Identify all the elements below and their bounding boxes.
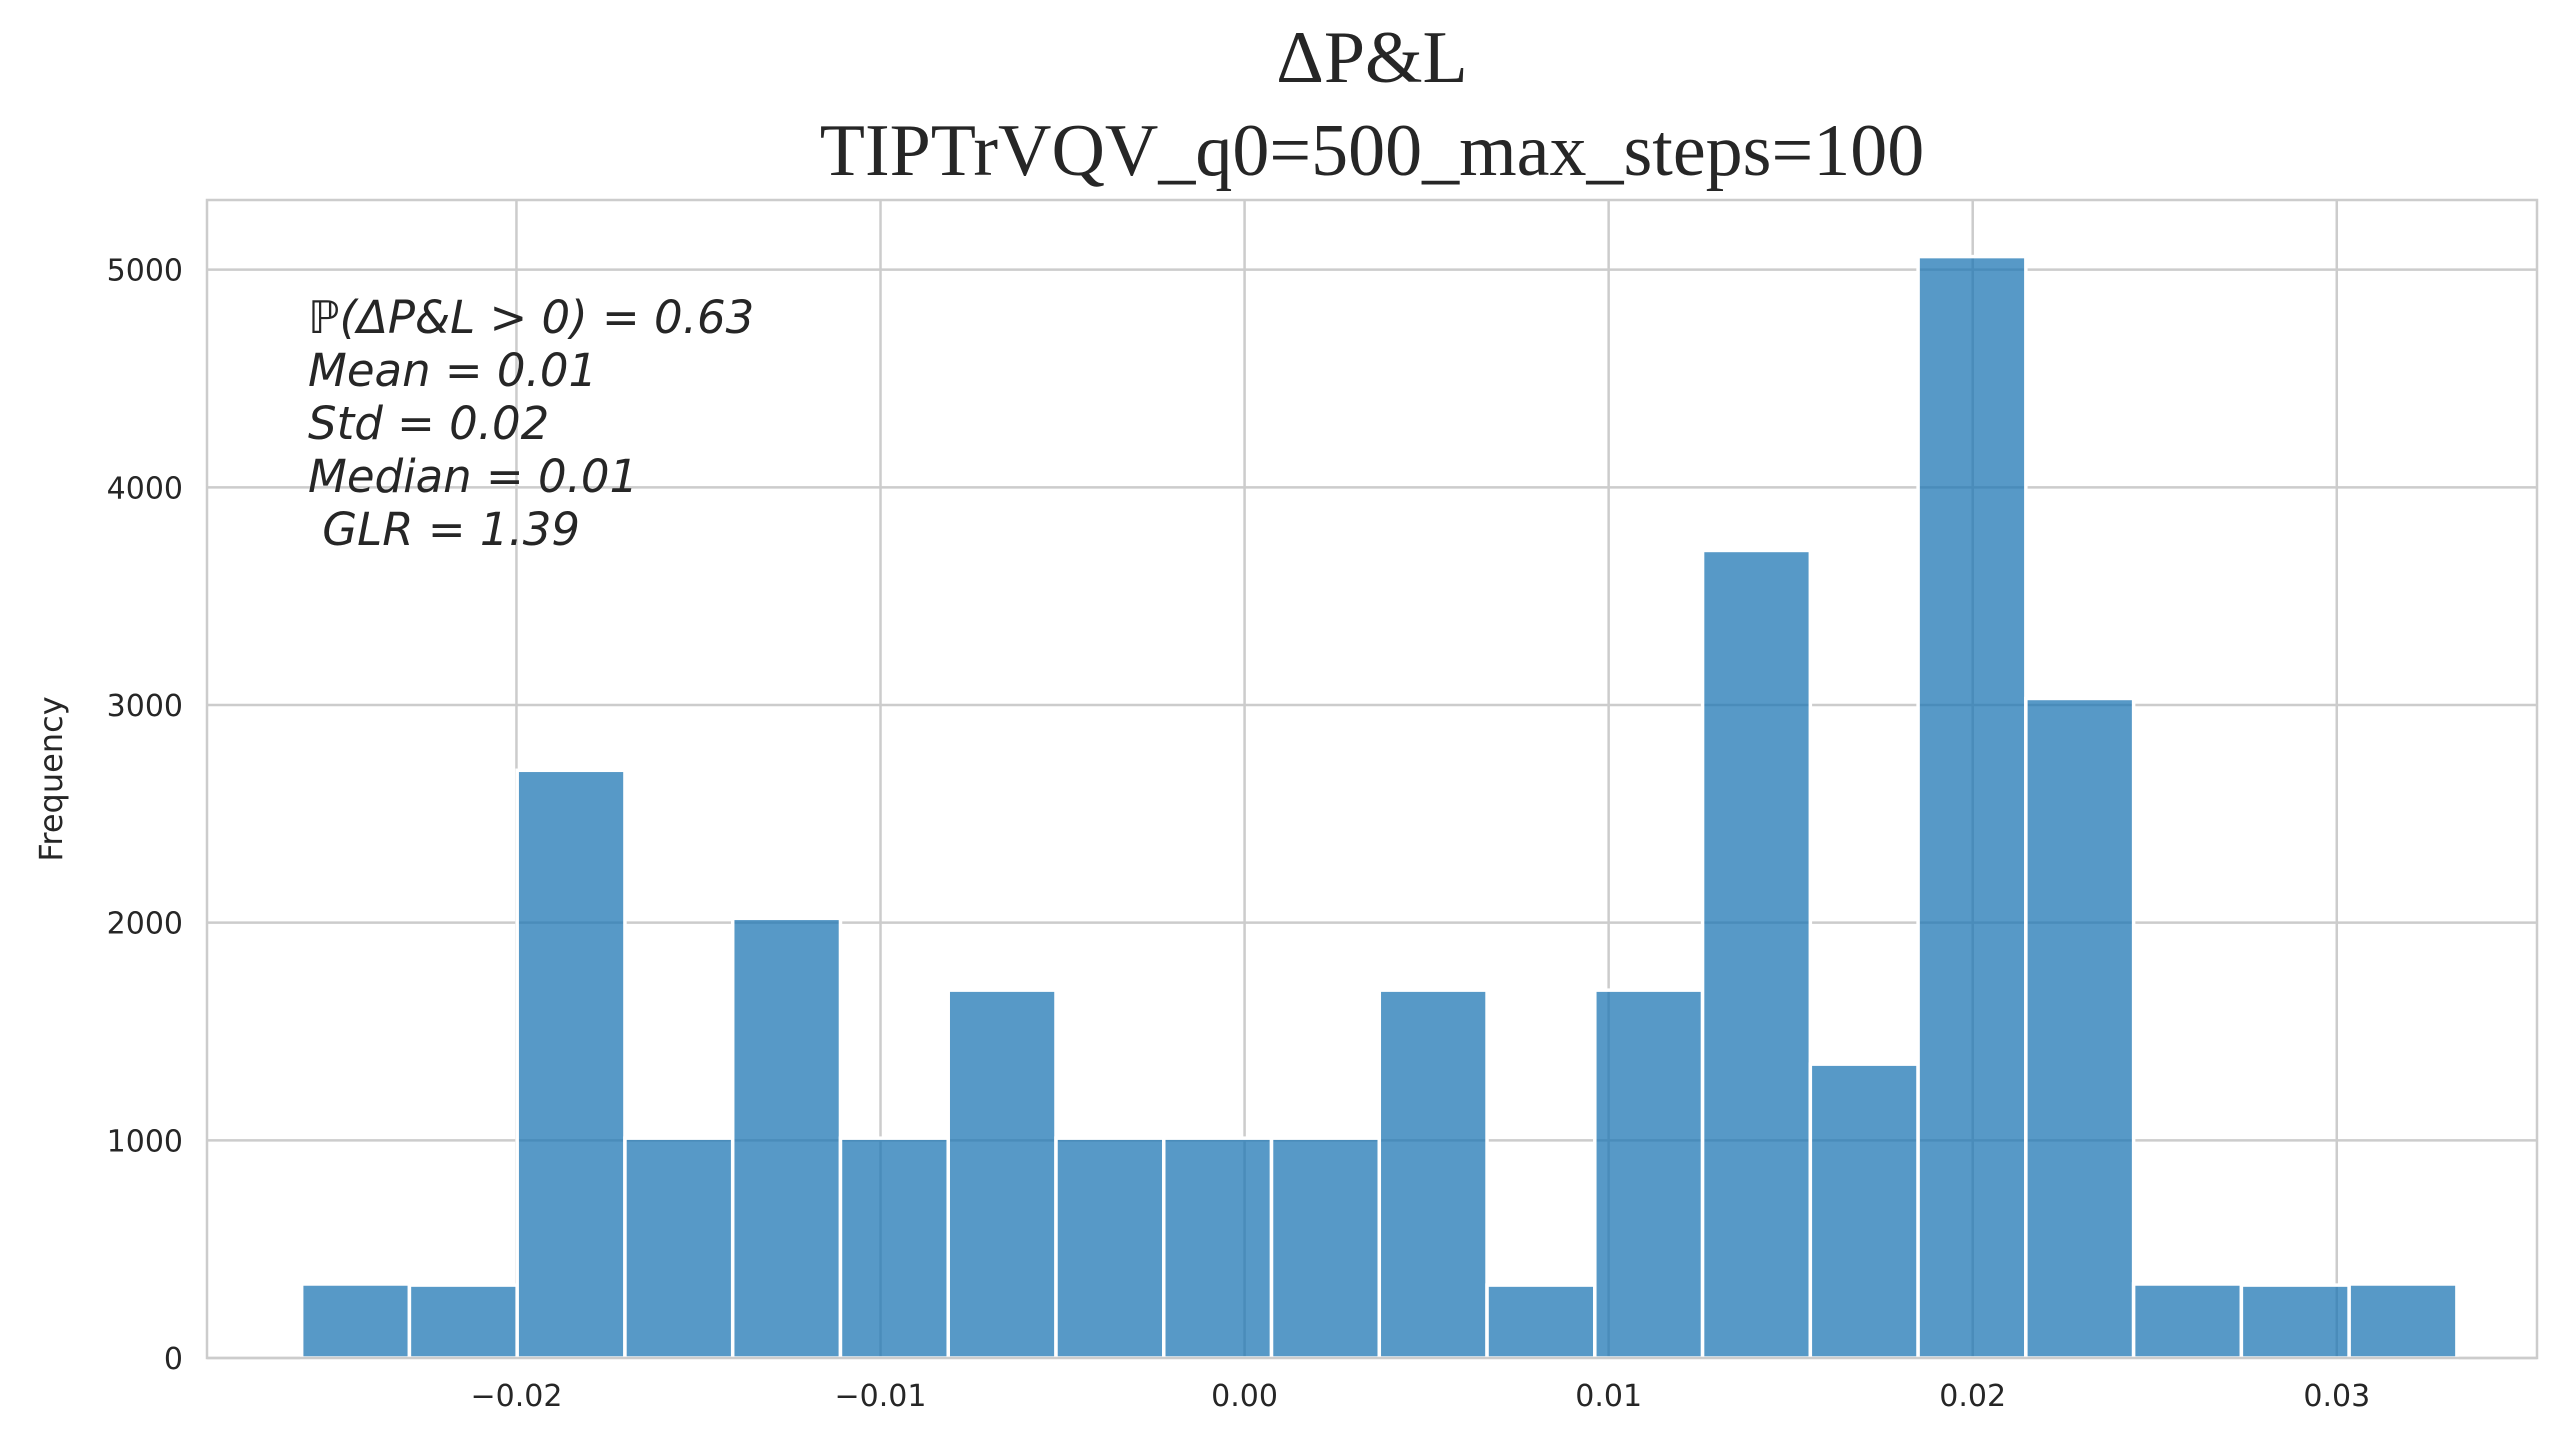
histogram-bar — [1377, 988, 1489, 1360]
axis-ticks: −0.02 −0.01 0.00 0.01 0.02 0.03 0 1000 2000 3000 4… — [107, 254, 2371, 1414]
histogram-bar — [2347, 1282, 2459, 1360]
y-tick-label: 0 — [164, 1342, 183, 1377]
histogram-bar — [2131, 1282, 2244, 1360]
histogram-bar — [1485, 1283, 1597, 1360]
histogram-bar — [838, 1136, 950, 1360]
histogram-bar — [515, 768, 627, 1360]
histogram-bar — [1162, 1136, 1274, 1360]
histogram-bar — [623, 1136, 735, 1360]
stat-probability: ℙ(ΔP&L > 0) = 0.63 — [308, 291, 754, 344]
stat-mean: Mean = 0.01 — [308, 344, 597, 397]
x-tick-label: 0.02 — [1939, 1379, 2006, 1414]
histogram-bar — [2024, 696, 2136, 1360]
histogram-bar — [2239, 1283, 2351, 1360]
y-axis-label: Frequency — [32, 696, 70, 861]
stat-median: Median = 0.01 — [308, 450, 638, 503]
x-tick-label: −0.01 — [835, 1379, 927, 1414]
histogram-bar — [1269, 1136, 1382, 1360]
chart-subtitle: TIPTrVQV_q0=500_max_steps=100 — [820, 110, 1924, 192]
x-tick-label: 0.00 — [1211, 1379, 1278, 1414]
histogram-bar — [407, 1283, 519, 1360]
stat-std: Std = 0.02 — [308, 397, 549, 450]
y-tick-label: 2000 — [107, 907, 183, 942]
chart-title: ΔP&L — [1276, 17, 1468, 99]
histogram-bar — [1916, 254, 2028, 1360]
histogram-bar — [299, 1282, 412, 1360]
y-tick-label: 5000 — [107, 254, 183, 289]
stat-glr: GLR = 1.39 — [308, 503, 580, 556]
y-tick-label: 1000 — [107, 1124, 183, 1159]
x-tick-label: 0.03 — [2303, 1379, 2370, 1414]
histogram-bar — [1700, 548, 1813, 1360]
plot-frame — [205, 198, 2539, 1360]
y-tick-label: 4000 — [107, 471, 183, 506]
stats-annotation: ℙ(ΔP&L > 0) = 0.63 Mean = 0.01 Std = 0.0… — [308, 291, 754, 556]
histogram-bar — [1054, 1136, 1166, 1360]
histogram-bar — [1808, 1062, 1920, 1360]
histogram-bars — [299, 254, 2459, 1360]
histogram-bar — [1593, 988, 1705, 1360]
y-tick-label: 3000 — [107, 689, 183, 724]
histogram-bar — [730, 916, 843, 1360]
x-tick-label: 0.01 — [1575, 1379, 1642, 1414]
histogram-bar — [946, 988, 1058, 1360]
x-tick-label: −0.02 — [470, 1379, 562, 1414]
